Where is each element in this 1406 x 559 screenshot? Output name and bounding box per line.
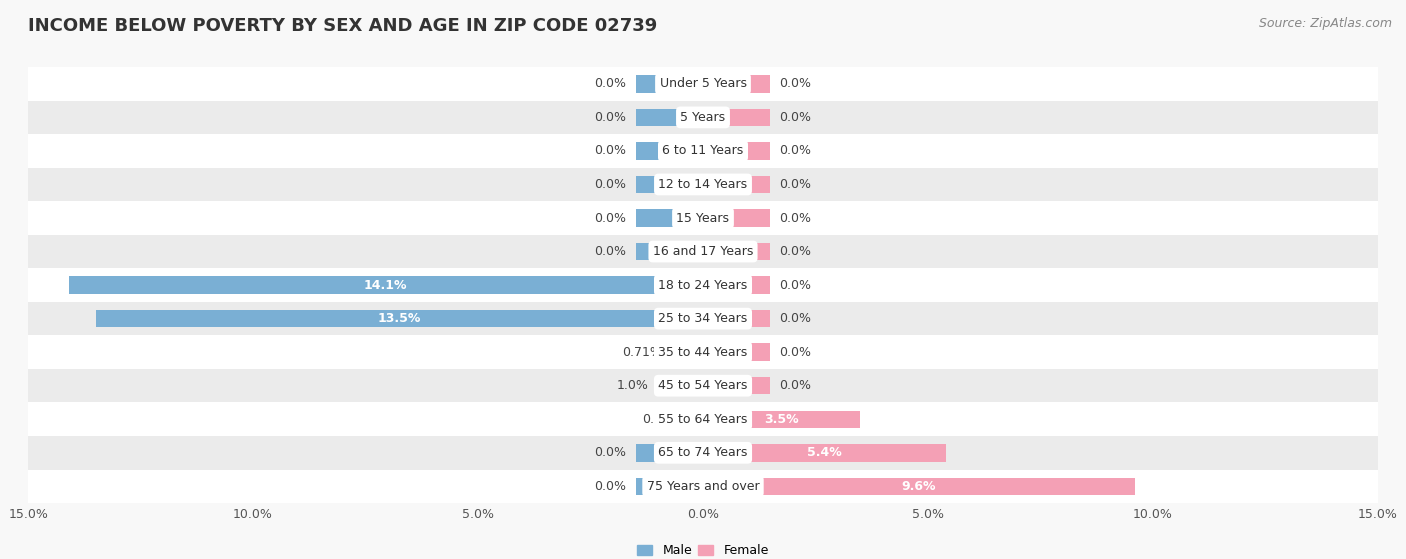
Text: 55 to 64 Years: 55 to 64 Years bbox=[658, 413, 748, 426]
Bar bbox=[636, 142, 703, 160]
Text: 0.0%: 0.0% bbox=[595, 245, 627, 258]
Bar bbox=[28, 67, 1378, 101]
Text: 5.4%: 5.4% bbox=[807, 446, 842, 459]
Bar bbox=[28, 369, 1378, 402]
Text: 1.0%: 1.0% bbox=[617, 379, 650, 392]
Text: 18 to 24 Years: 18 to 24 Years bbox=[658, 278, 748, 292]
Text: 15 Years: 15 Years bbox=[676, 211, 730, 225]
Text: 0.0%: 0.0% bbox=[779, 178, 811, 191]
Legend: Male, Female: Male, Female bbox=[633, 539, 773, 559]
Text: 0.0%: 0.0% bbox=[595, 77, 627, 91]
Text: 25 to 34 Years: 25 to 34 Years bbox=[658, 312, 748, 325]
Bar bbox=[703, 75, 770, 93]
Text: 0.0%: 0.0% bbox=[779, 144, 811, 158]
Text: 75 Years and over: 75 Years and over bbox=[647, 480, 759, 493]
Text: 0.0%: 0.0% bbox=[779, 245, 811, 258]
Text: 9.6%: 9.6% bbox=[901, 480, 936, 493]
Bar bbox=[636, 444, 703, 462]
Bar bbox=[671, 343, 703, 361]
Bar bbox=[692, 410, 703, 428]
Bar bbox=[636, 176, 703, 193]
Bar bbox=[28, 134, 1378, 168]
Bar bbox=[703, 108, 770, 126]
Bar bbox=[703, 276, 770, 294]
Text: 0.0%: 0.0% bbox=[595, 111, 627, 124]
Bar bbox=[658, 377, 703, 395]
Text: 0.0%: 0.0% bbox=[595, 211, 627, 225]
Bar bbox=[636, 209, 703, 227]
Text: 5 Years: 5 Years bbox=[681, 111, 725, 124]
Bar bbox=[636, 108, 703, 126]
Bar bbox=[703, 377, 770, 395]
Bar bbox=[28, 201, 1378, 235]
Text: 35 to 44 Years: 35 to 44 Years bbox=[658, 345, 748, 359]
Text: Under 5 Years: Under 5 Years bbox=[659, 77, 747, 91]
Bar bbox=[28, 268, 1378, 302]
Text: 13.5%: 13.5% bbox=[378, 312, 420, 325]
Text: 12 to 14 Years: 12 to 14 Years bbox=[658, 178, 748, 191]
Bar bbox=[28, 302, 1378, 335]
Text: 16 and 17 Years: 16 and 17 Years bbox=[652, 245, 754, 258]
Text: 0.0%: 0.0% bbox=[595, 144, 627, 158]
Bar bbox=[703, 410, 860, 428]
Text: 0.0%: 0.0% bbox=[779, 312, 811, 325]
Text: 6 to 11 Years: 6 to 11 Years bbox=[662, 144, 744, 158]
Text: INCOME BELOW POVERTY BY SEX AND AGE IN ZIP CODE 02739: INCOME BELOW POVERTY BY SEX AND AGE IN Z… bbox=[28, 17, 658, 35]
Bar bbox=[703, 142, 770, 160]
Bar bbox=[28, 402, 1378, 436]
Text: 0.0%: 0.0% bbox=[779, 211, 811, 225]
Text: 3.5%: 3.5% bbox=[765, 413, 799, 426]
Bar bbox=[636, 477, 703, 495]
Bar bbox=[28, 436, 1378, 470]
Text: 65 to 74 Years: 65 to 74 Years bbox=[658, 446, 748, 459]
Bar bbox=[703, 209, 770, 227]
Bar bbox=[28, 470, 1378, 503]
Text: 0.0%: 0.0% bbox=[779, 278, 811, 292]
Text: 0.0%: 0.0% bbox=[779, 111, 811, 124]
Text: 0.0%: 0.0% bbox=[595, 446, 627, 459]
Bar bbox=[703, 477, 1135, 495]
Bar bbox=[703, 310, 770, 328]
Text: 0.71%: 0.71% bbox=[623, 345, 662, 359]
Text: 0.0%: 0.0% bbox=[595, 480, 627, 493]
Text: Source: ZipAtlas.com: Source: ZipAtlas.com bbox=[1258, 17, 1392, 30]
Bar bbox=[703, 444, 946, 462]
Bar bbox=[703, 176, 770, 193]
Text: 0.0%: 0.0% bbox=[779, 379, 811, 392]
Bar bbox=[636, 243, 703, 260]
Bar bbox=[28, 335, 1378, 369]
Text: 45 to 54 Years: 45 to 54 Years bbox=[658, 379, 748, 392]
Bar bbox=[28, 101, 1378, 134]
Bar bbox=[69, 276, 703, 294]
Bar bbox=[28, 235, 1378, 268]
Bar bbox=[703, 243, 770, 260]
Bar bbox=[703, 343, 770, 361]
Text: 14.1%: 14.1% bbox=[364, 278, 408, 292]
Bar bbox=[636, 75, 703, 93]
Bar bbox=[96, 310, 703, 328]
Text: 0.0%: 0.0% bbox=[595, 178, 627, 191]
Text: 0.0%: 0.0% bbox=[779, 345, 811, 359]
Text: 0.0%: 0.0% bbox=[779, 77, 811, 91]
Text: 0.26%: 0.26% bbox=[643, 413, 682, 426]
Bar bbox=[28, 168, 1378, 201]
